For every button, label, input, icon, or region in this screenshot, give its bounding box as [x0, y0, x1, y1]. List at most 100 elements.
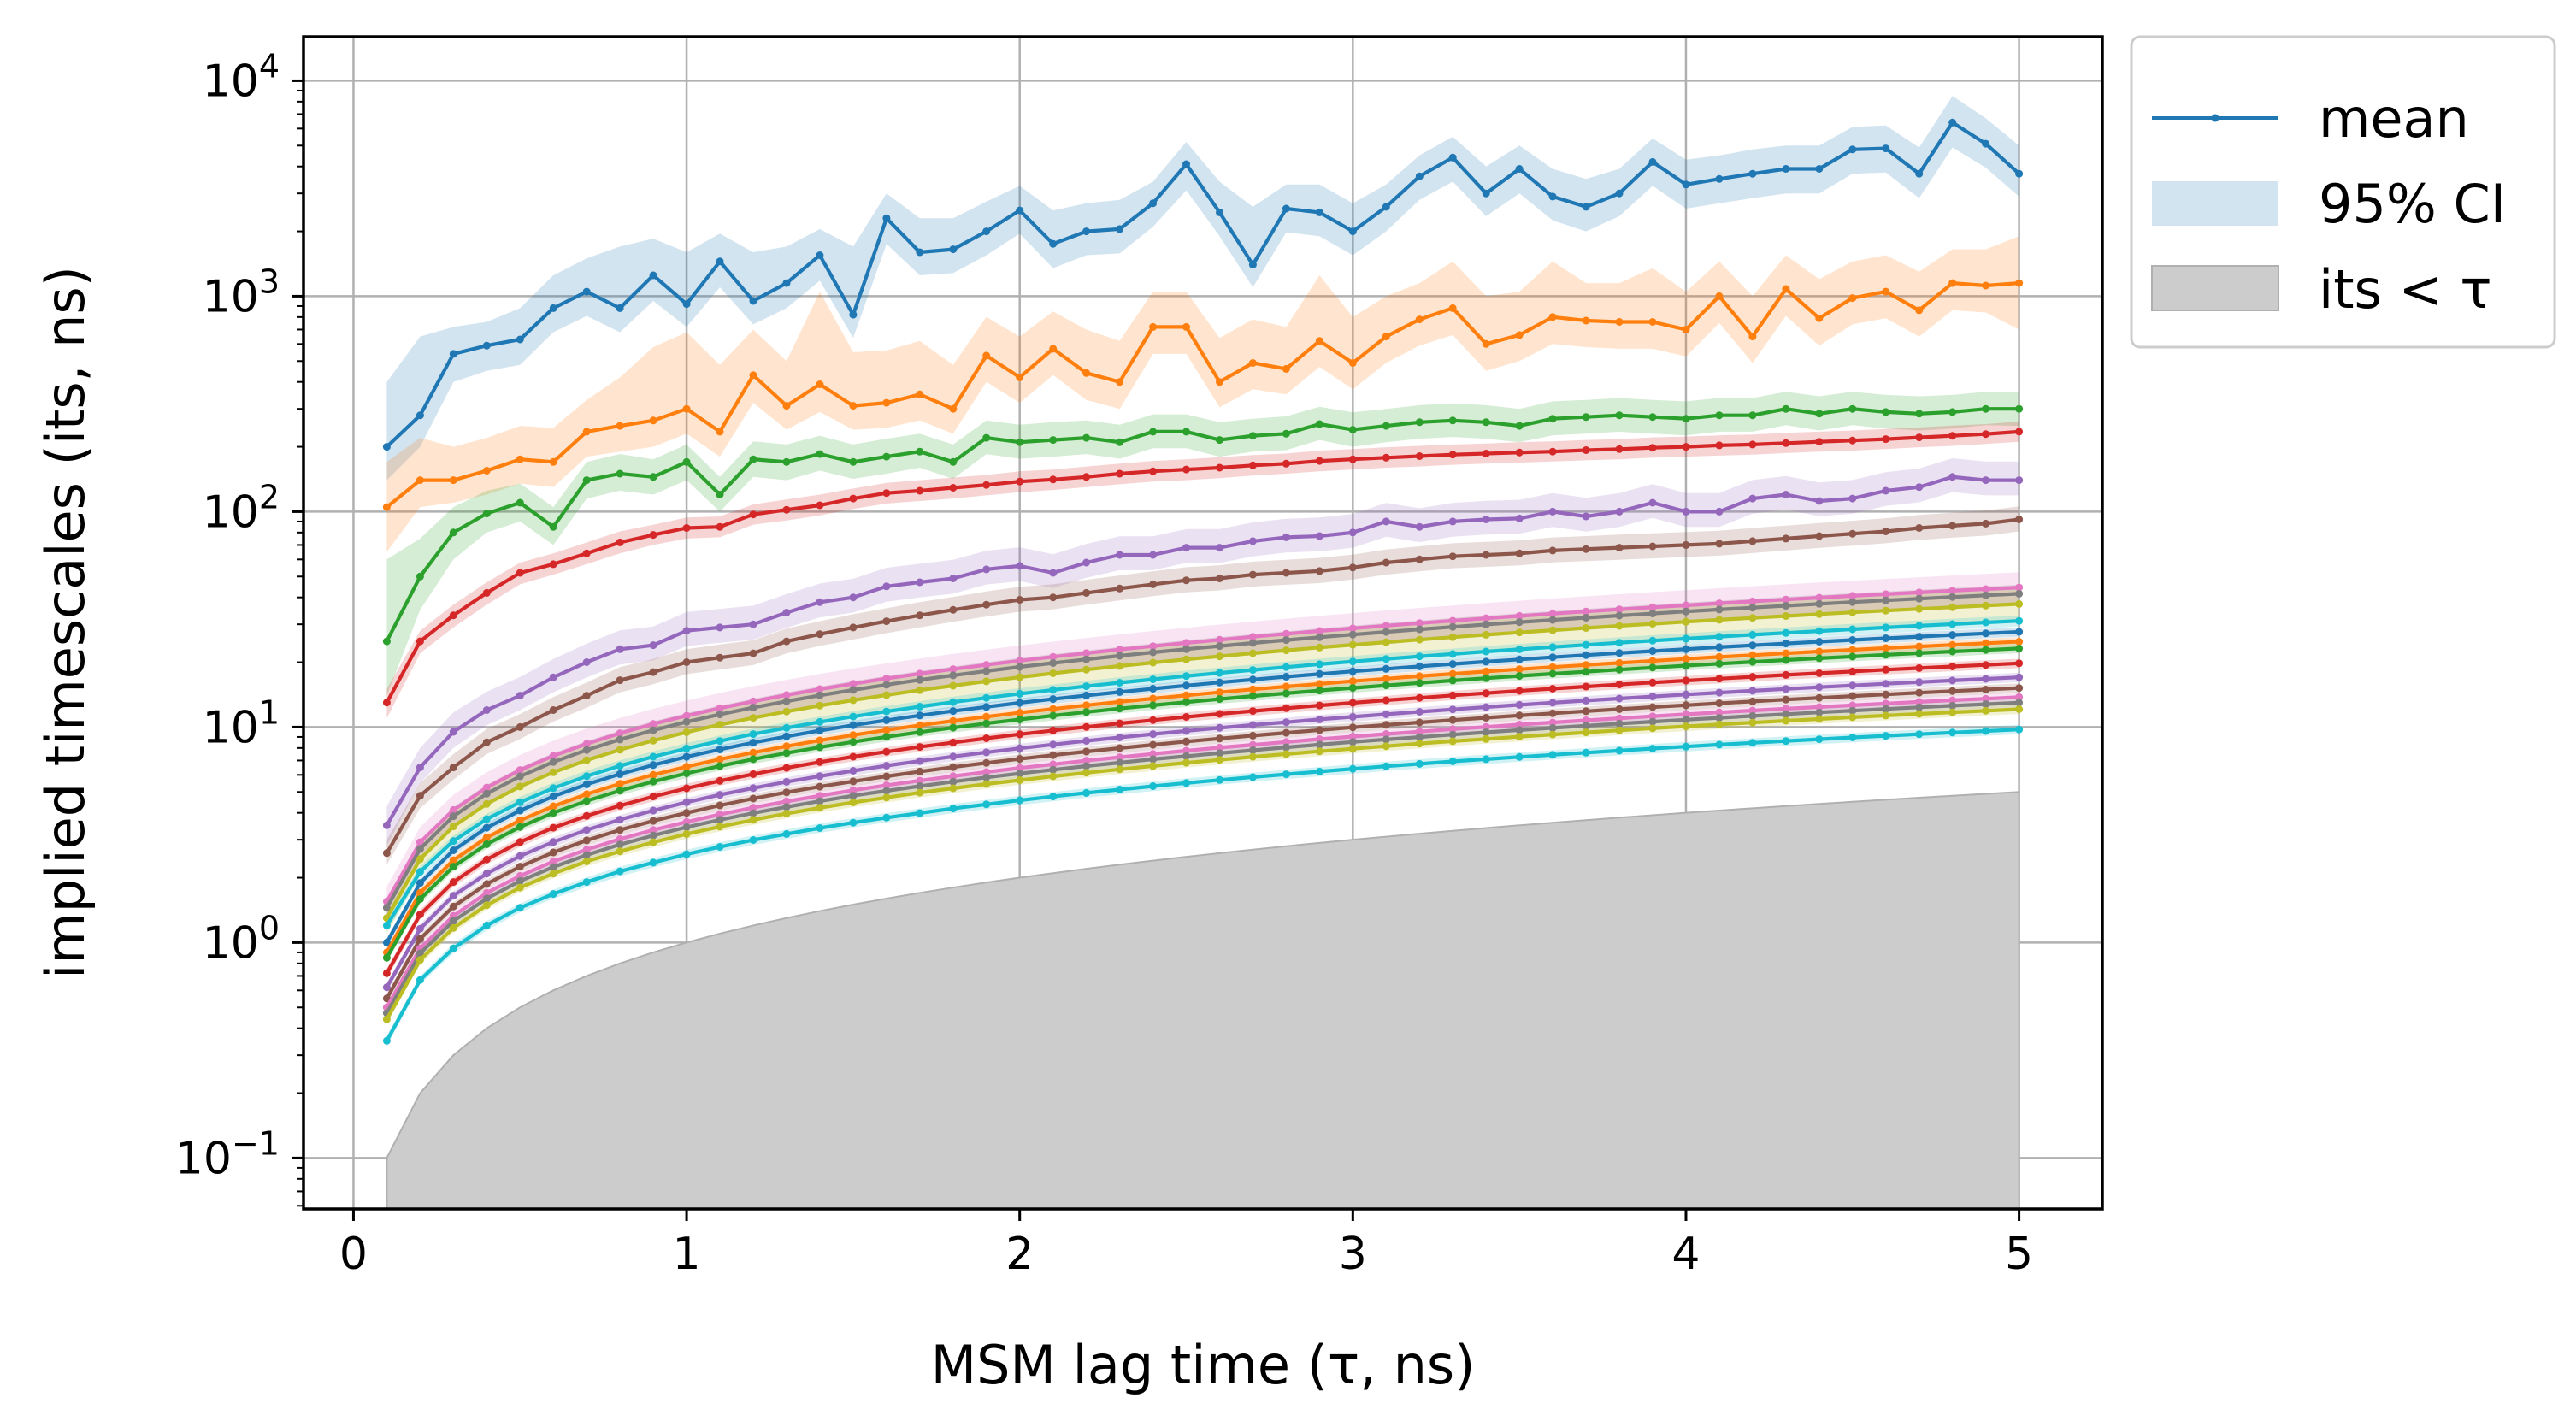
series-point [1948, 279, 1957, 287]
series-point [1415, 672, 1424, 681]
series-point [1682, 655, 1690, 663]
series-point [1082, 757, 1091, 765]
series-point [1882, 651, 1890, 659]
series-point [1016, 796, 1024, 805]
series-point [1415, 418, 1424, 427]
series-point [1116, 225, 1124, 233]
series-point [982, 773, 991, 781]
series-point [1615, 544, 1624, 552]
series-point [1116, 719, 1124, 728]
series-point [1049, 772, 1058, 781]
series-point [716, 811, 724, 819]
series-point [916, 776, 924, 785]
series-point [1282, 204, 1290, 213]
series-point [1149, 648, 1158, 657]
legend-entry-mean: mean [2152, 87, 2469, 150]
series-point [1216, 635, 1223, 644]
series-point [582, 858, 591, 865]
series-point [1748, 604, 1757, 612]
series-point [549, 457, 557, 466]
series-point [1182, 681, 1190, 690]
series-point [1049, 652, 1058, 661]
series-point [1882, 680, 1890, 688]
series-point [1548, 192, 1557, 201]
ci-band-7 [386, 584, 2019, 918]
series-point [1248, 639, 1257, 647]
series-point [549, 809, 557, 817]
series-point [1016, 755, 1024, 764]
plot-area-frame [302, 35, 2104, 1211]
series-point [849, 721, 858, 729]
series-point [482, 921, 491, 929]
series-point [1982, 646, 1990, 654]
series-point [1882, 590, 1890, 599]
series-point [1149, 685, 1158, 693]
series-point [582, 826, 591, 834]
series-point [1049, 659, 1058, 667]
series-point [549, 784, 557, 793]
series-point [649, 806, 657, 815]
series-point [1882, 287, 1890, 296]
series-point [616, 840, 624, 849]
series-point [1216, 743, 1223, 752]
legend: mean 95% CI its < τ [2130, 35, 2556, 349]
series-point [1082, 558, 1091, 567]
series-point [1382, 638, 1390, 646]
series-point [682, 404, 691, 413]
series-point [1515, 331, 1524, 339]
series-point [682, 717, 691, 726]
y-tick-label: 100 [203, 909, 280, 969]
series-point [1016, 477, 1024, 486]
series-point [716, 762, 724, 770]
grid [304, 37, 2102, 1209]
series-point [1582, 728, 1590, 737]
series-line-14 [385, 675, 2019, 988]
series-point [782, 803, 791, 811]
series-point [916, 578, 924, 587]
series-point [1482, 714, 1490, 722]
series-point [616, 746, 624, 754]
series-point [1915, 306, 1924, 315]
series-point [1082, 433, 1091, 442]
series-point [516, 863, 524, 871]
series-point [1548, 751, 1557, 759]
series-point [449, 476, 457, 485]
series-point [482, 467, 491, 475]
series-point [1648, 620, 1657, 628]
series-point [1049, 436, 1058, 445]
series-point [682, 457, 691, 466]
series-point [416, 637, 424, 646]
series-point [1648, 663, 1657, 672]
series-point [516, 876, 524, 885]
series-point [949, 805, 958, 813]
series-point [949, 784, 958, 793]
series-point [1682, 507, 1690, 516]
series-point [716, 491, 724, 498]
series-point [782, 402, 791, 410]
series-point [1016, 709, 1024, 717]
series-point [1982, 430, 1990, 439]
series-point [1748, 673, 1757, 681]
series-point [1648, 703, 1657, 711]
series-point [716, 623, 724, 632]
series-point [449, 350, 457, 358]
series-point [1882, 634, 1890, 642]
series-point [1682, 645, 1690, 653]
series-point [816, 691, 824, 699]
series-point [716, 823, 724, 831]
series-point [1715, 441, 1724, 450]
series-point [1248, 432, 1257, 440]
series-point [1382, 622, 1390, 630]
series-point [1149, 428, 1158, 436]
series-point [616, 469, 624, 478]
series-point [1482, 339, 1490, 348]
series-point [1216, 734, 1223, 743]
series-point [849, 712, 858, 721]
series-point [1282, 738, 1290, 746]
series-point [1182, 544, 1190, 552]
series-line-2 [385, 407, 2019, 643]
series-point [1915, 710, 1924, 718]
series-point [1815, 593, 1824, 602]
series-point [1782, 695, 1790, 704]
series-point [1248, 746, 1257, 754]
